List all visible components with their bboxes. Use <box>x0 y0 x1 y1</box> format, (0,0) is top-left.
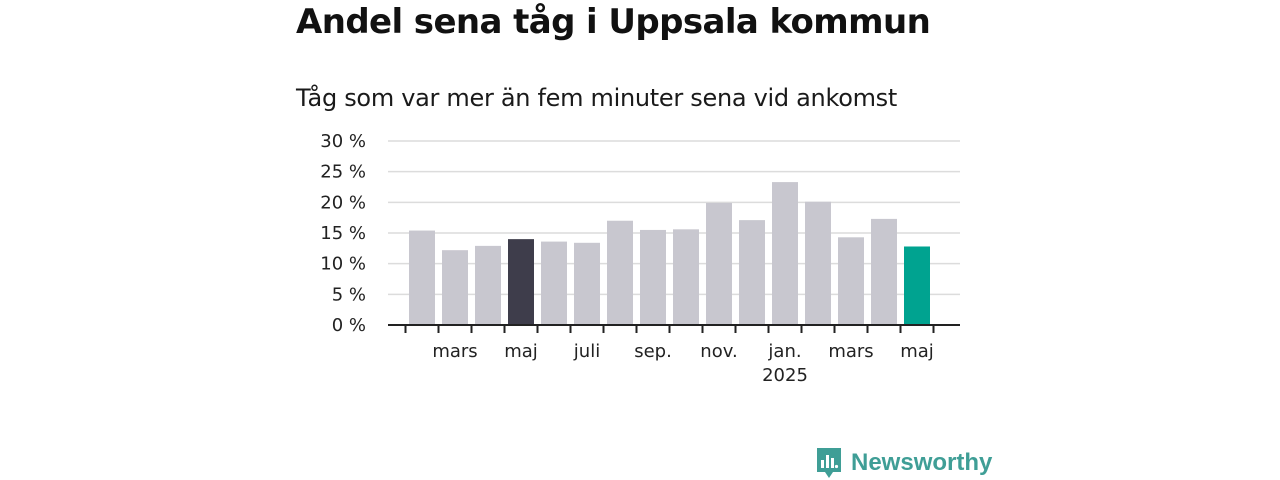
x-tick-label: maj <box>900 341 934 362</box>
x-tick-label: nov. <box>700 341 737 362</box>
x-tick-label: maj <box>504 341 538 362</box>
bar <box>904 246 930 325</box>
bar <box>772 182 798 325</box>
y-tick-label: 30 % <box>320 131 366 152</box>
y-tick-label: 0 % <box>332 315 366 336</box>
bar-chart: 0 % 5 % 10 % 15 % 20 % 25 % 30 % mars maj juli sep… <box>320 131 960 386</box>
bar <box>409 230 435 325</box>
y-tick-label: 10 % <box>320 254 366 275</box>
x-tick-sublabel: 2025 <box>762 365 808 386</box>
bar <box>475 245 501 325</box>
bar <box>673 229 699 325</box>
bar <box>739 220 765 325</box>
x-tick-label: mars <box>828 341 873 362</box>
bar <box>805 201 831 325</box>
y-tick-label: 20 % <box>320 192 366 213</box>
x-tick-label: jan. <box>767 341 801 362</box>
x-tick-label: mars <box>432 341 477 362</box>
brand-name: Newsworthy <box>851 449 993 476</box>
y-tick-label: 15 % <box>320 223 366 244</box>
bar <box>541 241 567 325</box>
bar <box>607 220 633 325</box>
y-tick-label: 5 % <box>332 284 366 305</box>
chart-title: Andel sena tåg i Uppsala kommun <box>296 2 931 42</box>
chart-subtitle: Tåg som var mer än fem minuter sena vid … <box>296 84 897 112</box>
bar <box>706 202 732 325</box>
brand-logo: Newsworthy <box>815 446 992 480</box>
bar <box>871 218 897 325</box>
bar <box>574 242 600 325</box>
bar <box>442 250 468 325</box>
y-tick-label: 25 % <box>320 162 366 183</box>
bar <box>508 239 534 325</box>
x-tick-label: juli <box>573 341 600 362</box>
bar <box>838 237 864 325</box>
x-tick-label: sep. <box>634 341 672 362</box>
bar <box>640 229 666 325</box>
newsworthy-logo-icon <box>817 448 841 478</box>
